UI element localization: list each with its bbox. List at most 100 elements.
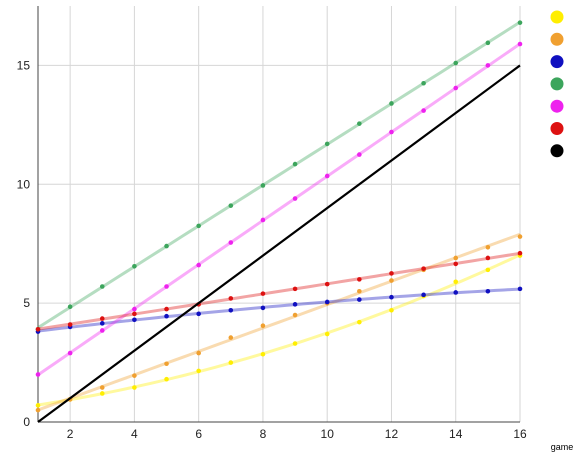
data-point bbox=[99, 391, 105, 396]
data-point bbox=[67, 350, 73, 356]
data-point bbox=[357, 319, 362, 325]
data-point bbox=[324, 281, 330, 287]
data-point bbox=[132, 317, 137, 323]
data-point bbox=[228, 296, 234, 301]
data-point bbox=[35, 326, 41, 332]
data-point bbox=[99, 284, 105, 289]
data-point bbox=[485, 244, 491, 250]
y-tick-label: 10 bbox=[17, 177, 31, 191]
data-point bbox=[67, 304, 73, 310]
data-point bbox=[292, 286, 298, 292]
data-point bbox=[389, 101, 394, 106]
data-point bbox=[164, 284, 169, 289]
data-point bbox=[324, 173, 330, 179]
series-6 bbox=[37, 64, 521, 423]
x-tick-label: 14 bbox=[449, 427, 463, 441]
data-point bbox=[228, 360, 234, 365]
data-point bbox=[485, 63, 491, 68]
data-point bbox=[132, 385, 137, 390]
data-point bbox=[517, 41, 523, 47]
legend-swatch bbox=[550, 77, 564, 91]
legend-swatch bbox=[550, 32, 564, 46]
x-tick-label: 8 bbox=[260, 427, 267, 441]
data-point bbox=[260, 323, 266, 329]
data-point bbox=[324, 141, 330, 147]
data-point bbox=[164, 361, 169, 367]
data-point bbox=[228, 240, 234, 245]
series-trendline bbox=[37, 253, 521, 407]
data-point bbox=[517, 20, 523, 25]
data-point bbox=[485, 40, 491, 46]
data-point bbox=[99, 385, 105, 390]
series-4 bbox=[35, 41, 523, 377]
data-point bbox=[67, 322, 73, 327]
data-point bbox=[292, 341, 298, 346]
data-point bbox=[421, 108, 426, 113]
data-point bbox=[453, 255, 459, 261]
data-point bbox=[357, 277, 362, 282]
legend-swatch bbox=[550, 99, 564, 113]
data-point bbox=[164, 313, 169, 319]
data-point bbox=[421, 292, 426, 298]
data-point bbox=[292, 312, 298, 318]
y-tick-label: 0 bbox=[23, 415, 30, 429]
data-point bbox=[260, 305, 266, 311]
data-point bbox=[228, 335, 234, 340]
x-tick-label: 10 bbox=[321, 427, 335, 441]
series-2 bbox=[35, 286, 523, 334]
data-point bbox=[132, 311, 137, 317]
data-point bbox=[485, 255, 491, 261]
legend-swatch bbox=[550, 144, 564, 158]
x-axis-label: game bbox=[551, 442, 574, 452]
data-point bbox=[132, 263, 137, 269]
data-point bbox=[292, 302, 298, 307]
data-point bbox=[99, 316, 105, 321]
data-point bbox=[389, 307, 394, 313]
data-point bbox=[517, 250, 523, 256]
data-point bbox=[132, 373, 137, 378]
x-tick-label: 16 bbox=[513, 427, 527, 441]
x-tick-label: 4 bbox=[131, 427, 138, 441]
data-point bbox=[260, 183, 266, 188]
data-point bbox=[228, 203, 234, 208]
data-point bbox=[324, 331, 330, 337]
data-point bbox=[35, 403, 41, 408]
data-point bbox=[421, 80, 426, 86]
series-3 bbox=[35, 20, 523, 332]
data-point bbox=[99, 328, 105, 333]
data-point bbox=[228, 307, 234, 313]
data-point bbox=[517, 234, 523, 239]
data-point bbox=[35, 372, 41, 377]
data-point bbox=[196, 262, 201, 268]
data-point bbox=[292, 161, 298, 167]
data-point bbox=[485, 267, 491, 273]
series-trendline bbox=[37, 20, 521, 329]
data-point bbox=[260, 217, 266, 223]
data-point bbox=[389, 294, 394, 300]
data-point bbox=[453, 85, 459, 91]
data-point bbox=[453, 261, 459, 267]
data-point bbox=[292, 196, 298, 201]
data-point bbox=[389, 271, 394, 276]
series-trendline bbox=[37, 232, 521, 412]
series-trendline bbox=[37, 251, 521, 331]
data-point bbox=[196, 368, 201, 374]
data-point bbox=[453, 290, 459, 295]
x-tick-label: 2 bbox=[67, 427, 74, 441]
legend-swatch bbox=[550, 122, 564, 135]
data-point bbox=[196, 350, 201, 356]
data-point bbox=[453, 279, 459, 285]
data-point bbox=[132, 306, 137, 312]
data-point bbox=[517, 286, 523, 292]
data-point bbox=[35, 407, 41, 413]
data-point bbox=[196, 311, 201, 317]
legend-swatch bbox=[550, 55, 564, 69]
data-point bbox=[260, 291, 266, 296]
series-line bbox=[37, 64, 521, 423]
data-point bbox=[485, 288, 491, 294]
data-point bbox=[357, 297, 362, 302]
data-point bbox=[421, 266, 426, 271]
data-point bbox=[389, 129, 394, 135]
series-trendline bbox=[37, 42, 521, 377]
